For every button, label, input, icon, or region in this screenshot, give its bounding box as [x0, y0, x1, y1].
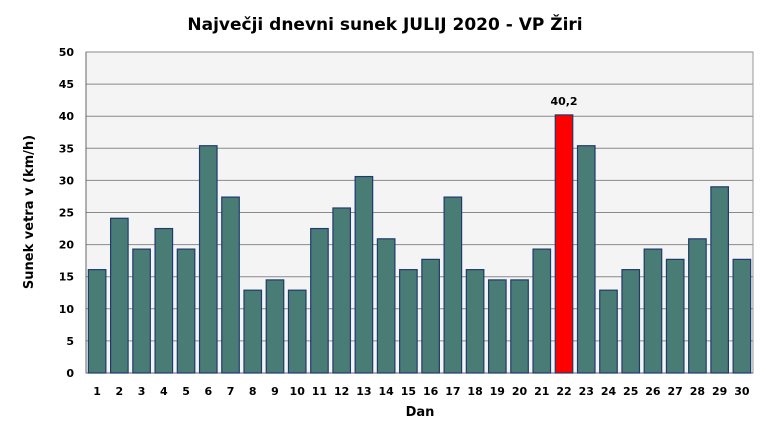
- bar: [643, 248, 663, 374]
- bar: [87, 269, 107, 374]
- y-tick-label: 10: [59, 303, 75, 316]
- bar: [376, 238, 396, 374]
- y-tick-label: 30: [59, 174, 75, 187]
- x-tick-label: 29: [712, 385, 727, 398]
- y-tick-label: 20: [59, 239, 75, 252]
- x-tick-label: 25: [623, 385, 638, 398]
- y-tick-label: 45: [59, 78, 74, 91]
- data-label: 40,2: [550, 95, 577, 108]
- x-tick-label: 24: [601, 385, 617, 398]
- x-tick-label: 19: [490, 385, 505, 398]
- x-tick-label: 6: [204, 385, 212, 398]
- bar: [532, 248, 552, 374]
- x-tick-label: 17: [445, 385, 460, 398]
- bar: [132, 248, 151, 374]
- y-tick-label: 5: [66, 335, 74, 348]
- bar-highlight: [554, 114, 574, 374]
- y-tick-label: 40: [59, 110, 75, 123]
- bar: [399, 269, 418, 374]
- x-tick-label: 30: [734, 385, 750, 398]
- bar: [176, 248, 196, 374]
- bar: [465, 269, 485, 374]
- bar: [688, 238, 707, 374]
- bar: [310, 227, 329, 374]
- x-tick-label: 14: [378, 385, 394, 398]
- x-tick-label: 16: [423, 385, 439, 398]
- bar: [732, 258, 752, 374]
- x-tick-label: 28: [690, 385, 705, 398]
- bar: [710, 186, 730, 374]
- bar: [243, 289, 263, 374]
- bar: [510, 279, 529, 374]
- x-tick-label: 27: [668, 385, 683, 398]
- y-tick-label: 0: [66, 367, 74, 380]
- bar: [665, 258, 685, 374]
- chart-title: Največji dnevni sunek JULIJ 2020 - VP Ži…: [187, 13, 582, 35]
- bar: [576, 145, 596, 374]
- bar: [421, 258, 440, 374]
- y-tick-label: 15: [59, 271, 74, 284]
- bar: [198, 145, 218, 374]
- x-tick-label: 9: [271, 385, 279, 398]
- bar: [599, 289, 618, 374]
- x-tick-label: 18: [467, 385, 482, 398]
- bar: [621, 269, 641, 374]
- x-tick-label: 8: [249, 385, 257, 398]
- bar: [487, 279, 507, 374]
- x-tick-label: 20: [512, 385, 528, 398]
- y-tick-label: 25: [59, 207, 74, 220]
- x-tick-label: 15: [401, 385, 416, 398]
- x-tick-label: 11: [312, 385, 327, 398]
- x-tick-label: 2: [116, 385, 124, 398]
- x-axis-label: Dan: [406, 405, 435, 420]
- x-tick-label: 7: [227, 385, 235, 398]
- bar: [221, 196, 240, 374]
- bar: [287, 289, 307, 374]
- y-tick-label: 35: [59, 142, 74, 155]
- x-tick-label: 12: [334, 385, 349, 398]
- x-tick-label: 21: [534, 385, 549, 398]
- bar: [443, 196, 463, 374]
- x-tick-label: 5: [182, 385, 190, 398]
- x-tick-label: 23: [579, 385, 594, 398]
- bar: [265, 279, 285, 374]
- bar: [354, 175, 374, 374]
- x-tick-label: 3: [138, 385, 146, 398]
- x-tick-label: 1: [93, 385, 101, 398]
- x-tick-label: 10: [290, 385, 306, 398]
- x-tick-label: 22: [556, 385, 571, 398]
- x-tick-label: 26: [645, 385, 661, 398]
- bar: [154, 227, 174, 374]
- bar: [332, 207, 352, 374]
- y-tick-label: 50: [59, 46, 75, 59]
- bar: [109, 217, 129, 374]
- x-tick-label: 13: [356, 385, 371, 398]
- x-tick-label: 4: [160, 385, 168, 398]
- y-axis-label: Sunek vetra v (km/h): [22, 135, 37, 289]
